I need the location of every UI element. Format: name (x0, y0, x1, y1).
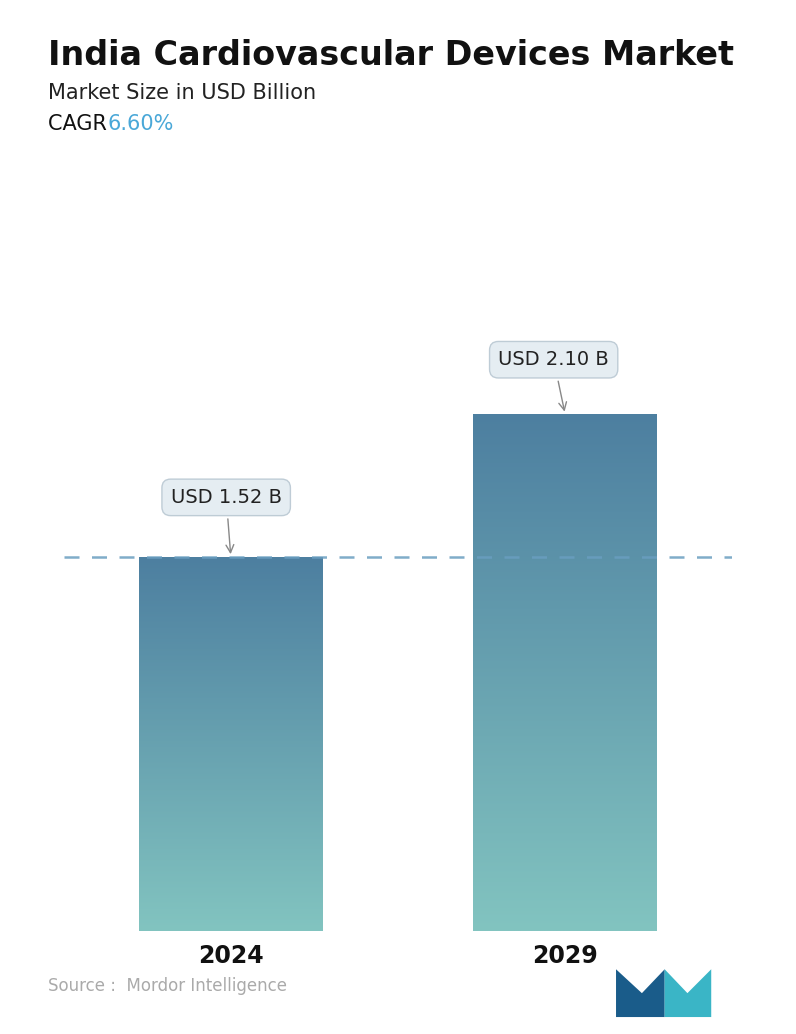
Text: India Cardiovascular Devices Market: India Cardiovascular Devices Market (48, 39, 734, 72)
Polygon shape (616, 969, 665, 1017)
Text: Source :  Mordor Intelligence: Source : Mordor Intelligence (48, 977, 287, 995)
Text: 6.60%: 6.60% (107, 114, 174, 133)
Text: USD 2.10 B: USD 2.10 B (498, 351, 609, 410)
Polygon shape (665, 969, 712, 1017)
Text: Market Size in USD Billion: Market Size in USD Billion (48, 83, 316, 102)
Text: CAGR: CAGR (48, 114, 113, 133)
Text: USD 1.52 B: USD 1.52 B (170, 488, 282, 552)
